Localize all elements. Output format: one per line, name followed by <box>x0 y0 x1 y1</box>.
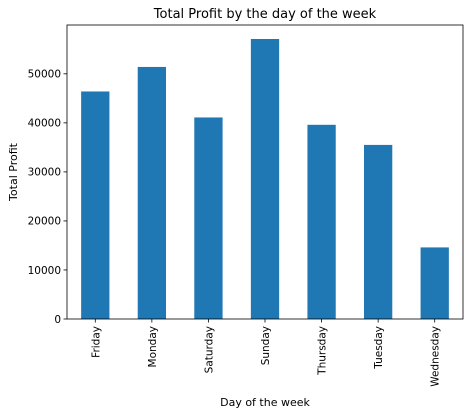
y-axis: 0 10000 20000 30000 40000 50000 <box>28 69 67 326</box>
bar-saturday <box>194 117 223 320</box>
plot-frame <box>66 24 464 320</box>
x-tick-label: Monday <box>147 326 159 367</box>
x-tick-label: Saturday <box>203 326 215 373</box>
bar-thursday <box>307 124 336 319</box>
y-tick-label: 40000 <box>28 118 61 130</box>
bars-layer <box>81 39 449 320</box>
x-tick-label: Friday <box>90 326 102 358</box>
x-tick-label: Thursday <box>317 326 329 376</box>
x-tick-label: Tuesday <box>373 326 385 370</box>
bar-friday <box>81 91 110 319</box>
bar-sunday <box>250 39 280 319</box>
x-axis-label: Day of the week <box>220 396 310 409</box>
bar-tuesday <box>364 144 393 319</box>
y-tick-label: 30000 <box>28 167 61 179</box>
y-axis-label: Total Profit <box>7 142 20 202</box>
bar-wednesday <box>420 247 449 319</box>
bar-monday <box>137 66 166 319</box>
y-tick-label: 20000 <box>28 216 61 228</box>
x-axis: Friday Monday Saturday Sunday Thursday Tuesda… <box>90 319 442 387</box>
chart-title: Total Profit by the day of the week <box>153 7 377 22</box>
y-tick-label: 0 <box>54 314 61 326</box>
y-tick-label: 10000 <box>28 265 61 277</box>
x-tick-label: Sunday <box>260 326 272 365</box>
x-tick-label: Wednesday <box>430 326 442 387</box>
y-tick-label: 50000 <box>28 69 61 81</box>
